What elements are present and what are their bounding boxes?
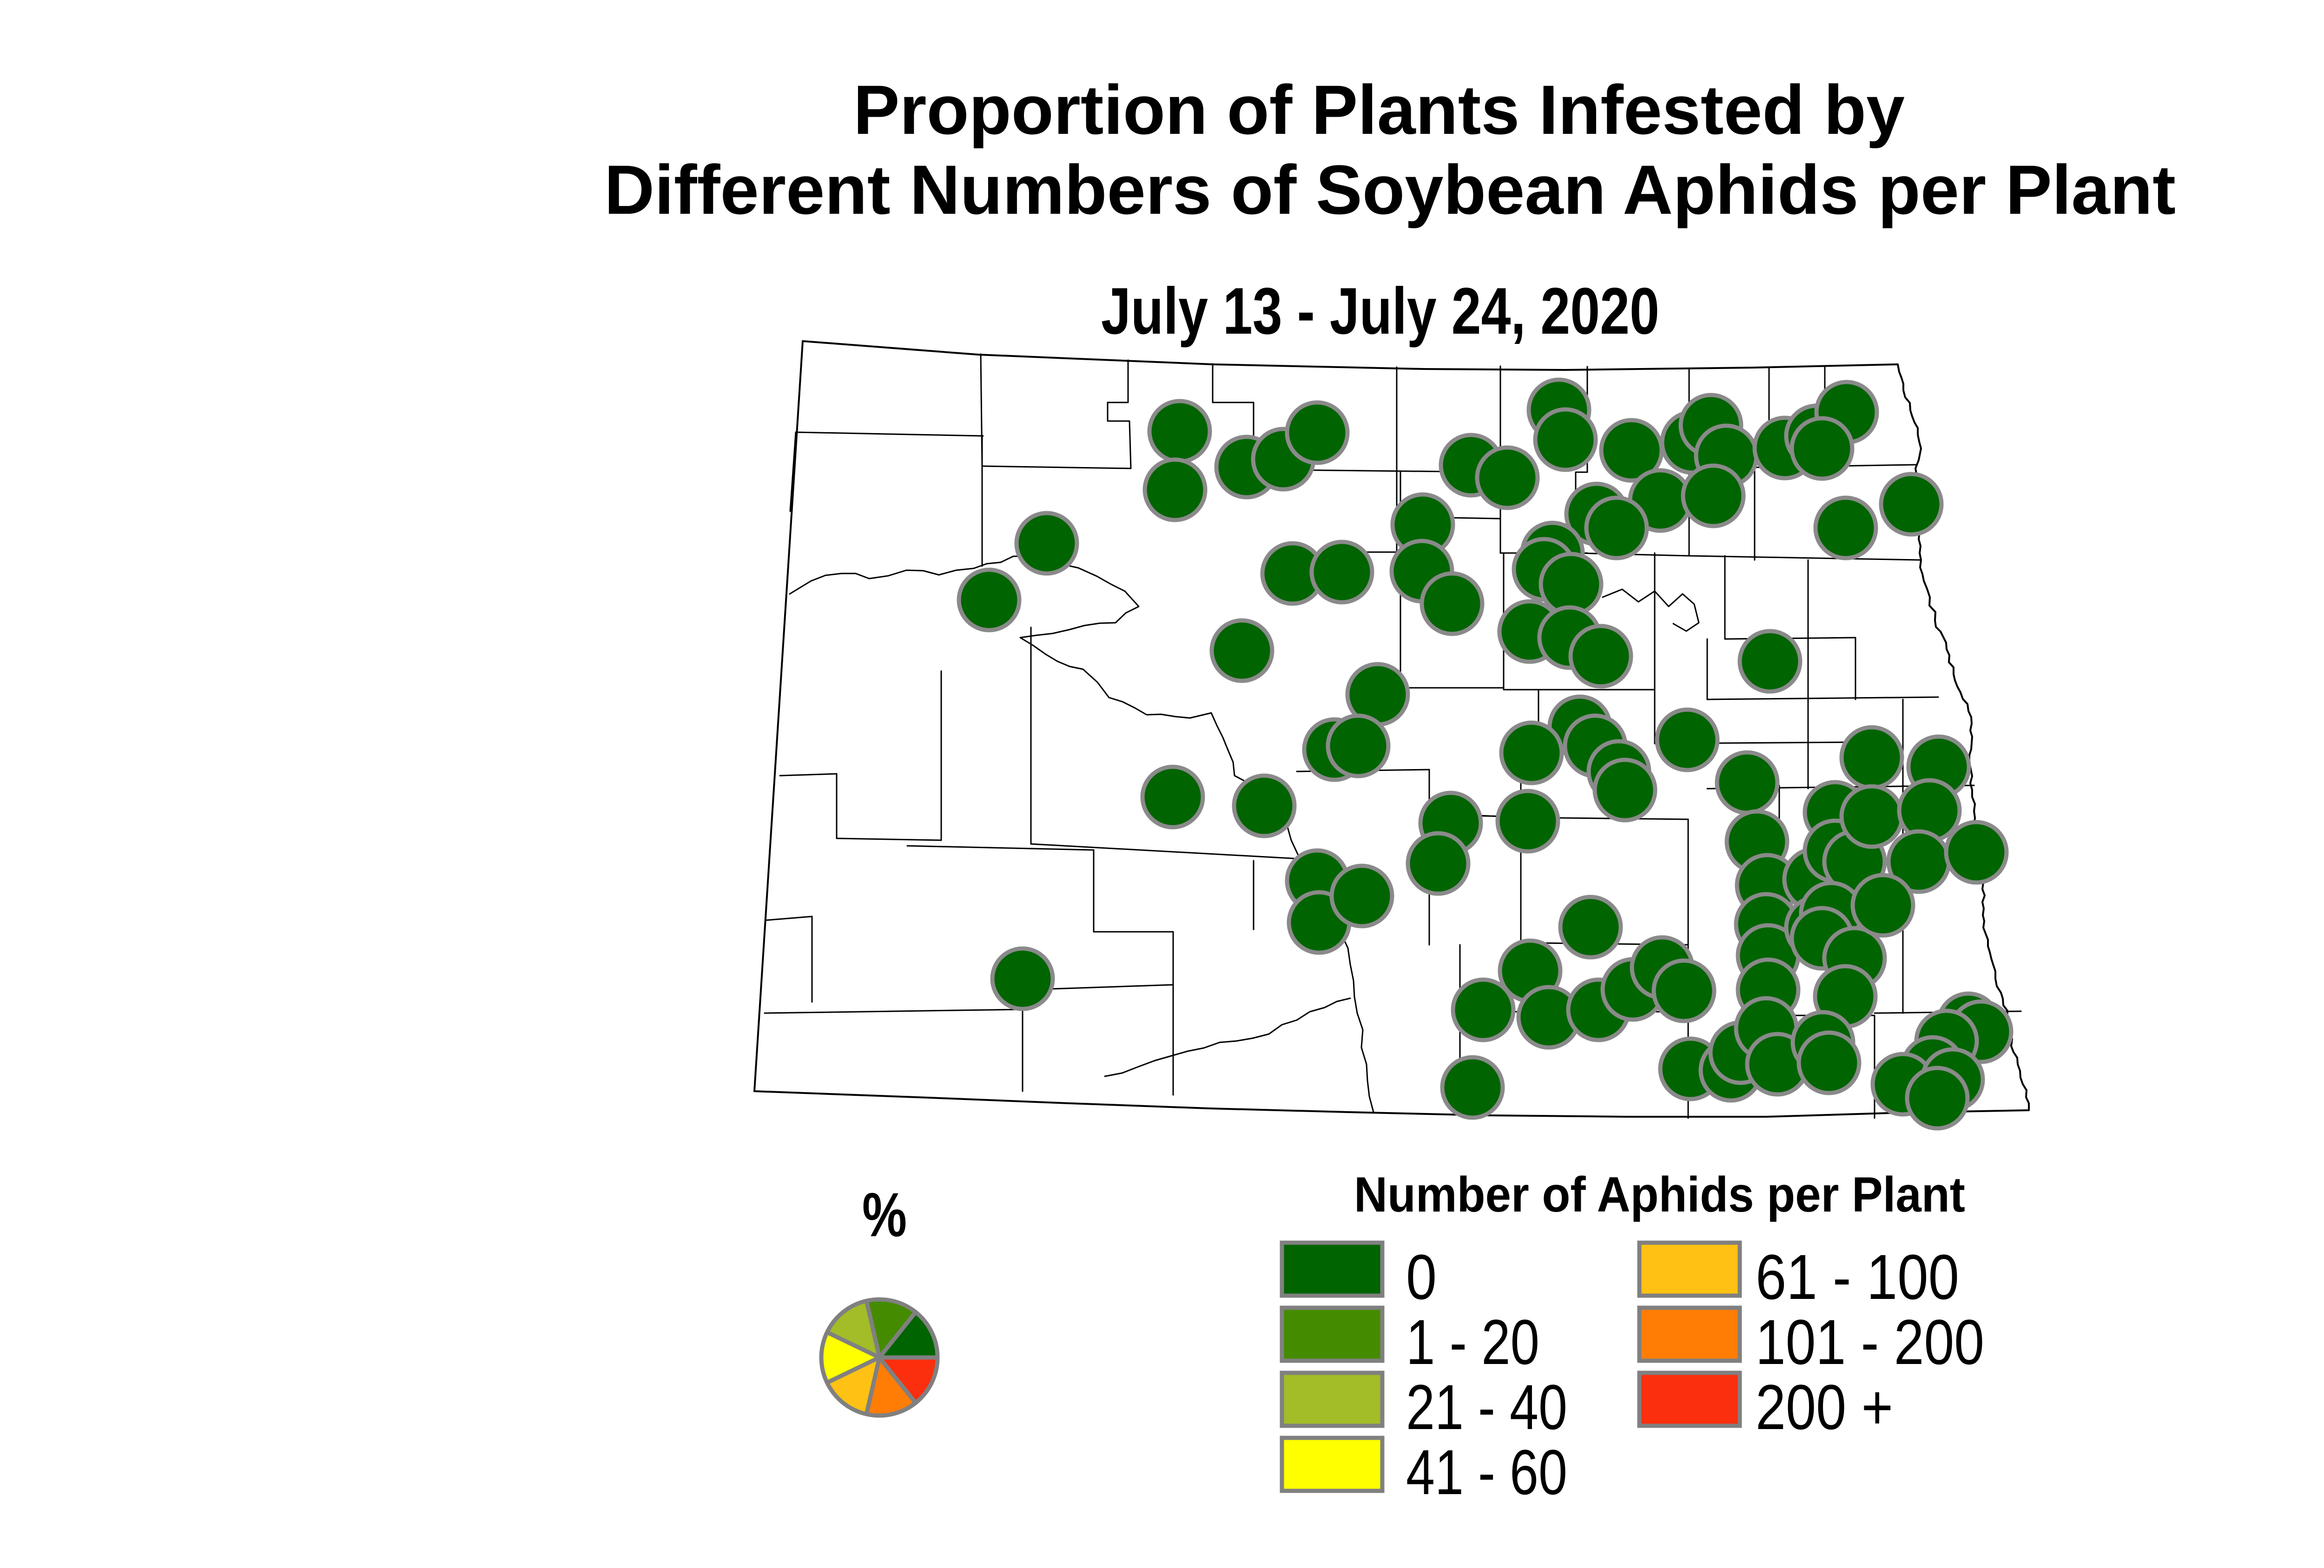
svg-text:Number of Aphids per Plant: Number of Aphids per Plant — [1354, 1166, 1965, 1222]
svg-text:41 - 60: 41 - 60 — [1406, 1437, 1567, 1508]
svg-text:Proportion of Plants Infested: Proportion of Plants Infested by — [853, 71, 1905, 149]
svg-text:61 - 100: 61 - 100 — [1756, 1242, 1959, 1313]
svg-text:101 - 200: 101 - 200 — [1756, 1307, 1984, 1378]
svg-text:200 +: 200 + — [1756, 1372, 1893, 1443]
svg-text:%: % — [862, 1180, 907, 1250]
svg-text:21 - 40: 21 - 40 — [1406, 1372, 1567, 1443]
svg-text:1 - 20: 1 - 20 — [1406, 1307, 1539, 1378]
svg-text:July 13 - July 24, 2020: July 13 - July 24, 2020 — [1101, 274, 1659, 348]
svg-text:0: 0 — [1406, 1242, 1437, 1313]
svg-text:Different Numbers of Soybean A: Different Numbers of Soybean Aphids per … — [604, 151, 2176, 229]
